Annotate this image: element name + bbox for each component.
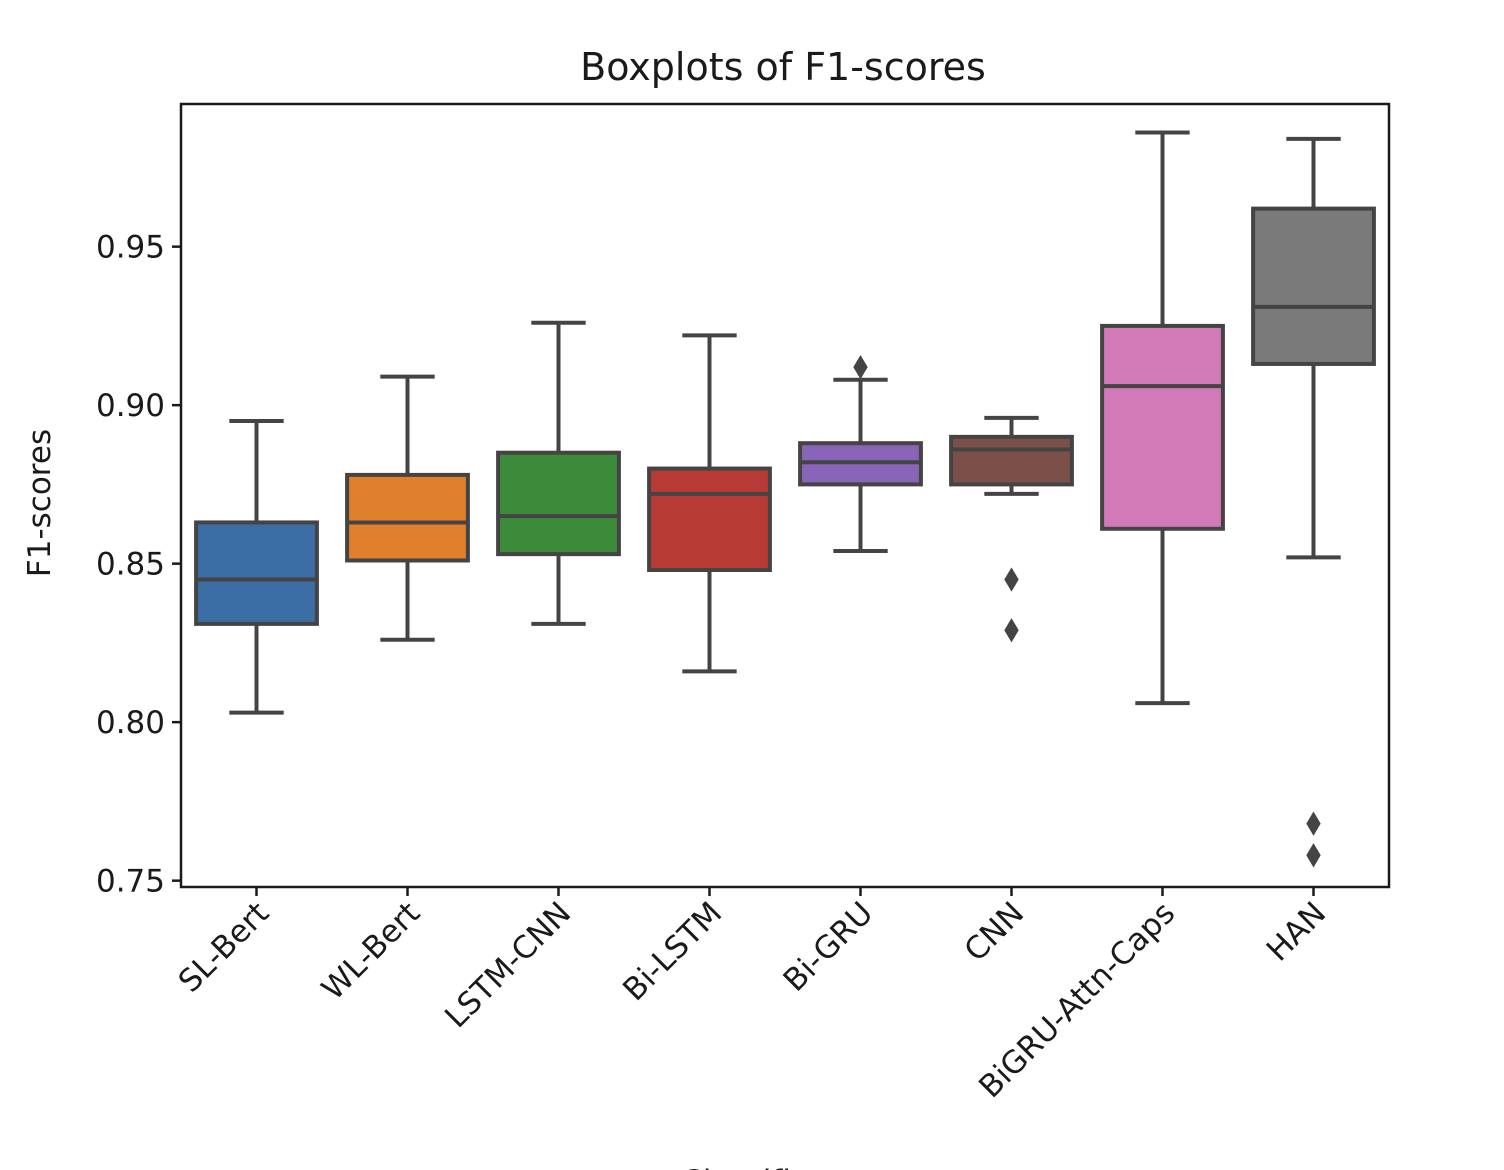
y-axis-label: F1-scores	[22, 429, 58, 577]
box-han	[1251, 136, 1376, 868]
box-bi-gru	[798, 354, 923, 553]
outlier-point	[1004, 618, 1019, 643]
y-tick-label: 0.80	[96, 705, 165, 741]
plot-frame	[179, 102, 1391, 889]
box-bigru-attn-caps	[1100, 130, 1225, 706]
box-iqr	[1251, 206, 1376, 366]
x-tick-label: LSTM-CNN	[438, 895, 578, 1035]
x-tick-label: WL-Bert	[315, 895, 427, 1007]
box-series	[194, 130, 1376, 868]
y-tick-label: 0.90	[96, 388, 165, 424]
y-axis-ticks: 0.75 0.80 0.85 0.90 0.95	[96, 230, 181, 900]
x-tick-label: CNN	[958, 895, 1032, 969]
x-axis-label: Classifiers	[681, 1164, 839, 1170]
y-tick-label: 0.95	[96, 230, 165, 266]
x-axis-ticks: SL-Bert WL-Bert LSTM-CNN Bi-LSTM Bi-GRU CNNBi…	[172, 887, 1333, 1105]
box-iqr	[949, 434, 1074, 487]
box-iqr	[345, 472, 470, 563]
x-tick-label: Bi-LSTM	[616, 895, 729, 1008]
y-tick-label: 0.75	[96, 864, 165, 900]
box-bi-lstm	[647, 333, 772, 674]
x-tick-label: Bi-GRU	[777, 895, 881, 999]
box-cnn	[949, 415, 1074, 643]
chart-title: Boxplots of F1-scores	[580, 45, 986, 89]
outlier-point	[1306, 843, 1321, 868]
outlier-point	[1306, 811, 1321, 836]
box-iqr	[496, 450, 621, 557]
box-wl-bert	[345, 374, 470, 642]
x-tick-label: HAN	[1260, 895, 1333, 968]
box-iqr	[647, 466, 772, 572]
outlier-point	[853, 354, 868, 380]
outlier-point	[1004, 567, 1019, 592]
x-tick-label: SL-Bert	[172, 895, 276, 999]
box-iqr	[1100, 323, 1225, 531]
box-sl-bert	[194, 419, 319, 715]
y-tick-label: 0.85	[96, 547, 165, 583]
box-iqr	[194, 520, 319, 626]
box-lstm-cnn	[496, 320, 621, 626]
